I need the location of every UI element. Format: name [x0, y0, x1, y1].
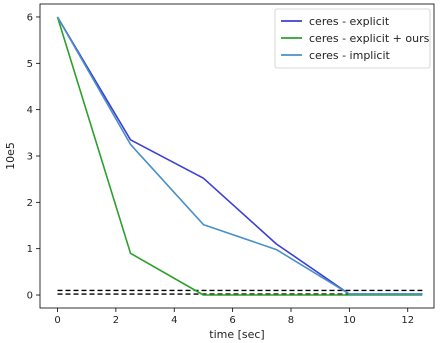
y-axis-label: 10e5 — [4, 142, 17, 170]
x-axis-label: time [sec] — [209, 328, 264, 341]
x-tick-label: 4 — [171, 315, 177, 326]
x-tick-label: 12 — [401, 315, 414, 326]
x-tick-label: 2 — [113, 315, 119, 326]
y-tick-label: 2 — [27, 198, 33, 209]
legend-box — [274, 8, 431, 69]
x-tick-label: 8 — [288, 315, 294, 326]
y-tick-label: 5 — [27, 59, 33, 70]
series-line-2 — [56, 16, 423, 295]
x-tick-label: 10 — [343, 315, 356, 326]
legend-label: ceres - implicit — [309, 49, 391, 62]
x-tick-label: 0 — [54, 315, 60, 326]
legend: ceres - explicit ceres - explicit + ours c… — [274, 8, 431, 69]
series-lines — [56, 16, 423, 296]
series-line-1 — [56, 16, 423, 296]
y-tick-label: 1 — [27, 244, 33, 255]
legend-label: ceres - explicit — [309, 15, 390, 28]
y-tick-label: 4 — [27, 105, 33, 116]
y-tick-label: 6 — [27, 12, 33, 23]
y-tick-label: 0 — [27, 291, 33, 302]
legend-label: ceres - explicit + ours — [309, 32, 430, 45]
x-tick-label: 6 — [229, 315, 235, 326]
y-tick-label: 3 — [27, 152, 33, 163]
